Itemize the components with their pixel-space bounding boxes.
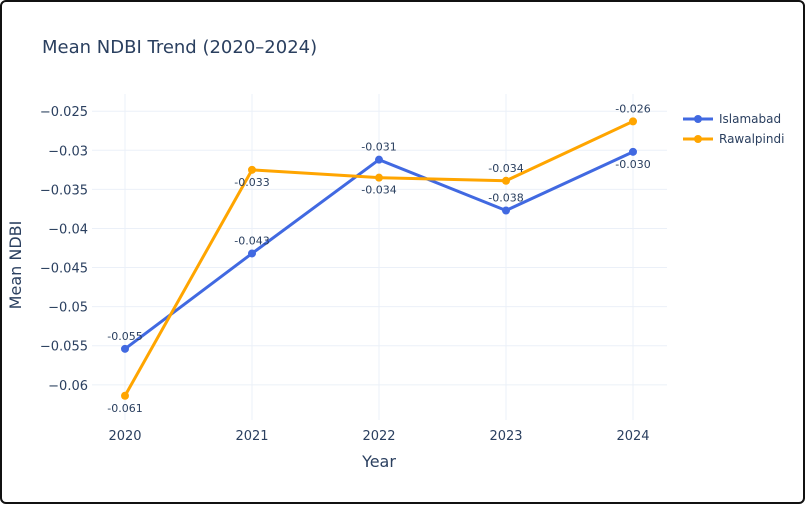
data-point-islamabad[interactable]	[502, 206, 510, 215]
data-label-rawalpindi: -0.033	[234, 176, 269, 189]
data-label-rawalpindi: -0.061	[107, 402, 142, 415]
y-tick-label: −0.06	[48, 379, 88, 394]
data-point-rawalpindi[interactable]	[121, 391, 129, 400]
data-label-islamabad: -0.043	[234, 234, 269, 247]
y-tick-label: −0.03	[48, 144, 88, 159]
legend-swatch-marker	[694, 135, 702, 143]
data-labels: -0.055 -0.043 -0.031 -0.038 -0.030 -0.061 -0.0…	[107, 102, 650, 414]
x-axis-ticks: 2020 2021 2022 2023 2024	[108, 429, 649, 444]
data-point-islamabad[interactable]	[375, 155, 383, 164]
legend-item-rawalpindi[interactable]: Rawalpindi	[683, 132, 784, 146]
y-tick-label: −0.055	[40, 340, 88, 355]
data-point-rawalpindi[interactable]	[629, 117, 637, 126]
x-axis-title: Year	[361, 452, 396, 471]
x-tick-label: 2024	[616, 429, 649, 444]
legend-item-islamabad[interactable]: Islamabad	[683, 112, 781, 126]
legend-label: Rawalpindi	[719, 132, 784, 146]
grid	[92, 94, 667, 420]
data-point-islamabad[interactable]	[629, 147, 637, 156]
y-axis-ticks: −0.025 −0.03 −0.035 −0.04 −0.045 −0.05 −0.055 −…	[40, 105, 88, 394]
data-label-rawalpindi: -0.026	[615, 102, 650, 115]
data-point-islamabad[interactable]	[121, 344, 129, 353]
legend-label: Islamabad	[719, 112, 781, 126]
y-axis-title: Mean NDBI	[6, 221, 25, 310]
x-tick-label: 2021	[235, 429, 268, 444]
legend-swatch-marker	[694, 115, 702, 123]
data-point-islamabad[interactable]	[248, 249, 256, 258]
data-label-islamabad: -0.030	[615, 158, 650, 171]
data-point-rawalpindi[interactable]	[502, 176, 510, 185]
series-points	[121, 117, 637, 400]
data-label-rawalpindi: -0.034	[361, 184, 396, 197]
y-tick-label: −0.045	[40, 262, 88, 277]
x-tick-label: 2020	[108, 429, 141, 444]
legend[interactable]: Islamabad Rawalpindi	[683, 112, 784, 146]
data-label-islamabad: -0.055	[107, 330, 142, 343]
x-tick-label: 2023	[489, 429, 522, 444]
chart-title: Mean NDBI Trend (2020–2024)	[42, 37, 317, 58]
y-tick-label: −0.05	[48, 301, 88, 316]
x-tick-label: 2022	[362, 429, 395, 444]
data-point-rawalpindi[interactable]	[248, 165, 256, 174]
data-label-rawalpindi: -0.034	[488, 162, 523, 175]
data-point-rawalpindi[interactable]	[375, 173, 383, 182]
data-label-islamabad: -0.038	[488, 191, 523, 204]
y-tick-label: −0.035	[40, 183, 88, 198]
y-tick-label: −0.025	[40, 105, 88, 120]
y-tick-label: −0.04	[48, 222, 88, 237]
data-label-islamabad: -0.031	[361, 141, 396, 154]
